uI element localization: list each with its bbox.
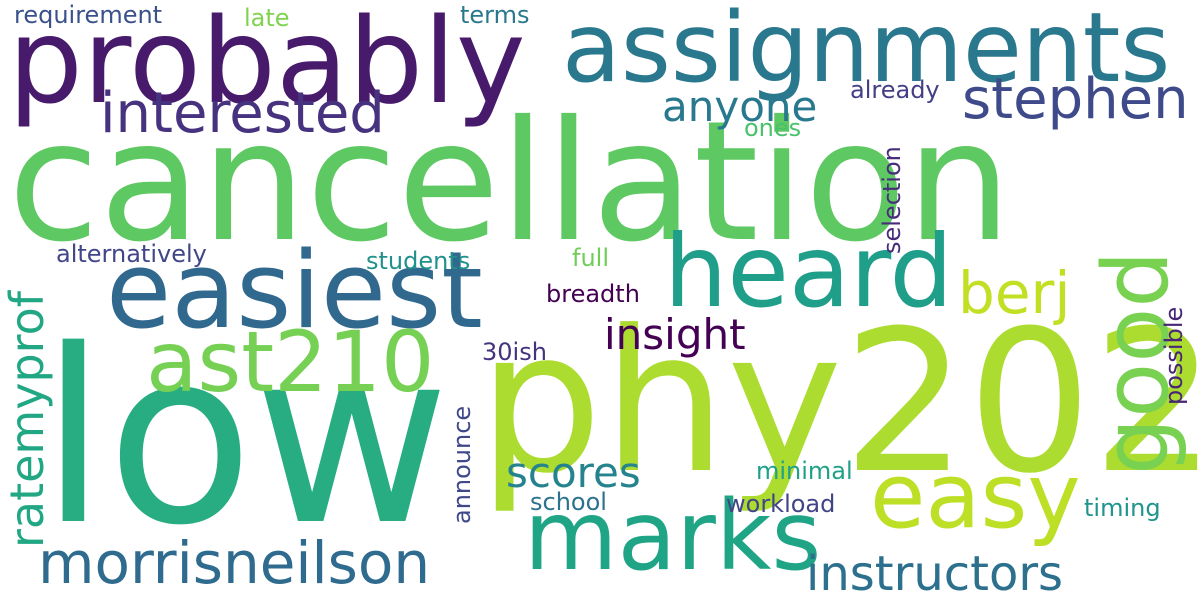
word-school: school xyxy=(530,488,607,516)
word-scores: scores xyxy=(506,448,641,497)
word-possible: possible xyxy=(1160,306,1188,405)
word-stephen: stephen xyxy=(962,67,1189,132)
word-easy: easy xyxy=(870,444,1081,549)
word-30ish: 30ish xyxy=(482,338,547,366)
word-interested: interested xyxy=(100,81,385,146)
word-low: low xyxy=(40,298,450,578)
word-timing: timing xyxy=(1084,494,1161,522)
word-requirement: requirement xyxy=(14,1,163,29)
word-alternatively: alternatively xyxy=(56,240,207,268)
word-berj: berj xyxy=(958,259,1071,327)
word-full: full xyxy=(572,244,609,272)
word-ast210: ast210 xyxy=(146,313,435,411)
word-students: students xyxy=(366,247,471,275)
word-easiest: easiest xyxy=(106,229,483,352)
word-probably: probably xyxy=(8,0,526,130)
word-morrisneilson: morrisneilson xyxy=(38,529,431,597)
word-workload: workload xyxy=(726,490,836,518)
word-phy202: phy202 xyxy=(478,289,1200,517)
word-cancellation: cancellation xyxy=(8,86,1012,279)
word-heard: heard xyxy=(664,213,954,330)
word-already: already xyxy=(850,76,940,104)
word-ones: ones xyxy=(744,114,802,142)
word-assignments: assignments xyxy=(562,0,1171,104)
word-terms: terms xyxy=(460,1,530,29)
word-marks: marks xyxy=(524,480,822,592)
word-selection: selection xyxy=(878,146,906,254)
word-instructors: instructors xyxy=(806,546,1064,600)
word-insight: insight xyxy=(604,310,746,359)
word-late: late xyxy=(244,4,290,32)
word-announce: announce xyxy=(448,405,476,524)
word-breadth: breadth xyxy=(546,280,640,308)
word-minimal: minimal xyxy=(756,457,853,485)
word-anyone: anyone xyxy=(662,82,818,131)
word-ratemyprof: ratemyprof xyxy=(0,291,54,548)
